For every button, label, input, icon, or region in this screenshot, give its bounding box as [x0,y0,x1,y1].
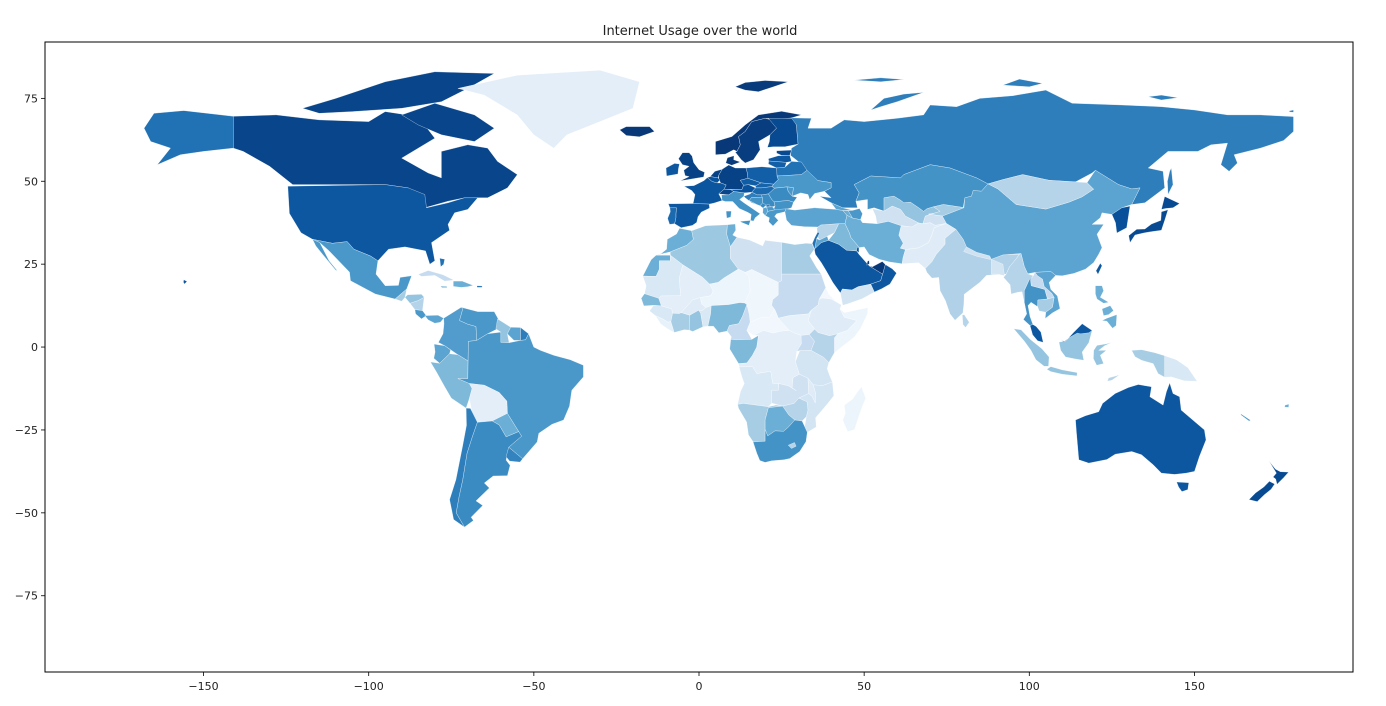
region-svalbard [734,80,789,92]
y-tick-label: −75 [15,590,38,603]
region-greenland [457,70,640,149]
region-philippines-visayas- [1101,305,1114,316]
y-axis: 75 50 25 0 −25 −50 −75 [15,92,45,603]
region-new-caledonia [1240,413,1251,422]
region-wrangel-island [1288,109,1294,113]
region-denmark [725,155,741,166]
y-tick-label: −50 [15,507,38,520]
region-puerto-rico [476,285,483,288]
region-tasmania [1176,481,1189,492]
x-tick-label: −100 [354,680,384,693]
x-tick-label: 100 [1019,680,1040,693]
region-madagascar [842,386,866,432]
y-tick-label: 25 [24,258,38,271]
region-uae [869,261,886,275]
region-novaya-zemlya [870,92,924,111]
region-new-guinea-indonesia- [1131,349,1165,378]
region-hawaii [183,279,188,285]
region-baffin-island [401,103,495,142]
region-japan [1128,209,1169,243]
map-regions [143,70,1294,528]
region-israel-lebanon [812,232,820,251]
region-lesotho [787,442,797,449]
region-nicaragua [409,297,425,311]
region-fiji [1284,403,1290,408]
region-somalia [834,307,868,354]
region-bahamas [439,258,445,268]
region-cambodia [1037,297,1055,313]
region-alaska [143,110,234,165]
region-kosovo [765,203,771,208]
region-greece [765,208,787,227]
y-tick-label: 0 [31,341,38,354]
x-tick-label: −50 [522,680,545,693]
region-sri-lanka [962,314,970,328]
plot-title: Internet Usage over the world [603,24,798,39]
region-philippines-mindanao- [1101,314,1117,329]
region-cote-d-ivoire [670,312,690,333]
region-sakhalin [1167,167,1174,196]
region-kenya [809,328,839,363]
region-peninsular-malaysia [1029,324,1044,343]
region-timor [1107,374,1120,382]
region-oman [870,264,897,293]
y-tick-label: 50 [24,175,38,188]
region-iceland [619,126,655,137]
y-tick-label: −25 [15,424,38,437]
x-tick-label: 150 [1184,680,1205,693]
region-philippines-luzon- [1095,285,1110,304]
region-georgia [830,202,853,211]
region-new-zealand-north- [1268,461,1289,485]
region-brazil [457,331,584,460]
region-ireland [665,163,680,177]
region-jordan [814,236,829,250]
region-jamaica [440,285,448,288]
region-syria [816,223,839,241]
region-australia [1075,382,1207,475]
region-bangladesh [991,258,1005,277]
region-mongolia [987,174,1094,210]
region-sumatra [1013,328,1050,367]
region-franz-josef-land [854,77,904,82]
region-kuwait [856,247,860,253]
plot-frame [44,41,1354,673]
region-sulawesi [1093,342,1112,366]
region-argentina [456,420,522,528]
x-tick-label: −150 [188,680,218,693]
region-new-zealand-south- [1248,481,1275,502]
region-sardinia [725,210,732,219]
region-italy [721,191,761,222]
region-severnaya-zemlya [1002,78,1043,87]
region-uruguay [505,446,523,463]
x-tick-label: 50 [857,680,871,693]
y-tick-label: 75 [24,92,38,105]
region-mexico [312,239,412,300]
region-costa-rica [414,309,427,320]
region-portugal [667,207,677,225]
region-united-kingdom [678,152,705,182]
region-panama [424,315,444,324]
region-korea [1111,205,1131,234]
region-qatar [866,260,870,266]
region-baja-california [312,238,338,271]
region-malaysian-borneo [1060,323,1093,342]
region-mozambique [798,381,834,433]
region-java [1046,366,1078,377]
region-vietnam [1034,271,1061,319]
region-sicily [739,220,751,226]
x-axis: −150 −100 −50 0 50 100 150 [188,672,1205,693]
x-tick-label: 0 [696,680,703,693]
region-canada [233,111,518,208]
region-finland [767,118,799,148]
region-suriname [507,327,521,341]
region-new-siberian-islands [1148,94,1178,101]
region-cuba [417,270,455,282]
region-hispaniola [453,280,474,288]
region-taiwan [1095,262,1103,275]
region-papua-new-guinea [1164,355,1198,382]
region-hokkaido [1161,196,1180,210]
region-south-africa [753,419,808,463]
